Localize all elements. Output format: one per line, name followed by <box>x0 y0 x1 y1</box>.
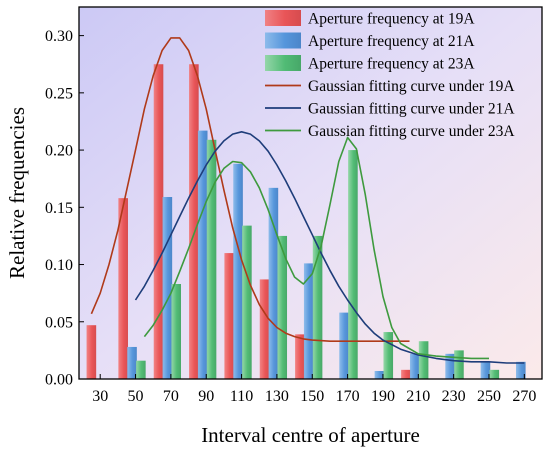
bar-series2-6 <box>303 263 314 379</box>
bar-series3-1 <box>136 360 146 379</box>
legend-swatch-0 <box>265 10 301 26</box>
y-axis: 0.00 0.05 0.10 0.15 0.20 0.25 0.30 <box>45 28 84 389</box>
bar-series1-0 <box>86 325 97 379</box>
x-tick-label-8: 190 <box>371 388 395 405</box>
legend-label-5: Gaussian fitting curve under 23A <box>308 123 515 140</box>
bar-series3-6 <box>312 235 323 379</box>
gaussian-curve-2 <box>134 131 525 364</box>
bar-series2-2 <box>162 197 173 379</box>
x-tick-label-0: 30 <box>92 388 108 405</box>
bar-series3-8 <box>383 332 394 379</box>
legend-swatch-2 <box>265 55 301 71</box>
y-axis-title: Relative frequencies <box>5 107 29 279</box>
legend-label-2: Aperture frequency at 23A <box>308 56 475 73</box>
bar-series1-9 <box>401 369 411 379</box>
x-tick-label-6: 150 <box>300 388 324 405</box>
x-tick-label-4: 110 <box>230 388 253 405</box>
y-tick-label-4: 0.20 <box>45 143 73 160</box>
y-tick-label-6: 0.30 <box>45 28 73 45</box>
y-tick-label-0: 0.00 <box>45 372 73 389</box>
legend-label-4: Gaussian fitting curve under 21A <box>308 101 515 118</box>
bar-series2-10 <box>445 353 455 379</box>
bar-series2-9 <box>409 353 420 379</box>
legend-label-1: Aperture frequency at 21A <box>308 33 475 50</box>
bar-series3-7 <box>348 150 358 379</box>
x-tick-label-1: 50 <box>128 388 144 405</box>
bar-series1-3 <box>189 64 199 379</box>
x-tick-label-11: 250 <box>477 388 501 405</box>
x-tick-label-7: 170 <box>336 388 360 405</box>
x-tick-label-3: 90 <box>198 388 214 405</box>
legend-label-0: Aperture frequency at 19A <box>308 11 475 28</box>
x-tick-label-12: 270 <box>512 388 536 405</box>
gaussian-curve-1 <box>90 37 410 342</box>
x-tick-label-2: 70 <box>163 388 179 405</box>
bar-series2-8 <box>374 370 385 379</box>
legend-swatch-1 <box>265 32 301 49</box>
y-tick-label-5: 0.25 <box>45 85 73 102</box>
x-axis: 30 50 70 90 110 130 150 170 190 210 230 250 270 <box>92 374 536 405</box>
x-tick-label-5: 130 <box>265 388 289 405</box>
bar-series2-11 <box>480 361 491 379</box>
bar-series1-5 <box>259 279 270 379</box>
bar-series1-1 <box>118 198 128 379</box>
legend-label-3: Gaussian fitting curve under 19A <box>308 78 515 95</box>
bar-series2-4 <box>233 163 243 379</box>
bar-series3-2 <box>171 284 181 379</box>
gaussian-curve-3 <box>143 136 489 360</box>
bar-series1-4 <box>224 253 235 379</box>
bar-series3-4 <box>242 225 252 379</box>
bar-series1-2 <box>153 64 164 379</box>
bar-series2-5 <box>268 187 279 379</box>
bar-series3-9 <box>418 341 429 379</box>
bar-series3-5 <box>277 235 288 379</box>
bar-series2-7 <box>339 312 349 379</box>
legend: Aperture frequency at 19A Aperture freque… <box>265 10 515 140</box>
bar-series2-3 <box>197 130 208 379</box>
bar-series2-1 <box>127 346 137 379</box>
curves-layer <box>90 37 525 364</box>
x-axis-title: Interval centre of aperture <box>201 423 420 447</box>
bar-series3-11 <box>489 369 500 379</box>
bar-series3-3 <box>206 139 217 379</box>
y-tick-label-1: 0.05 <box>45 314 73 331</box>
bar-series3-10 <box>454 350 464 379</box>
y-tick-label-2: 0.10 <box>45 257 73 274</box>
bar-series2-12 <box>515 361 526 379</box>
y-tick-label-3: 0.15 <box>45 200 73 217</box>
x-tick-label-10: 230 <box>442 388 466 405</box>
x-tick-label-9: 210 <box>406 388 430 405</box>
bar-series1-6 <box>295 334 305 379</box>
plot-frame <box>78 6 543 380</box>
bars-layer <box>86 64 526 379</box>
